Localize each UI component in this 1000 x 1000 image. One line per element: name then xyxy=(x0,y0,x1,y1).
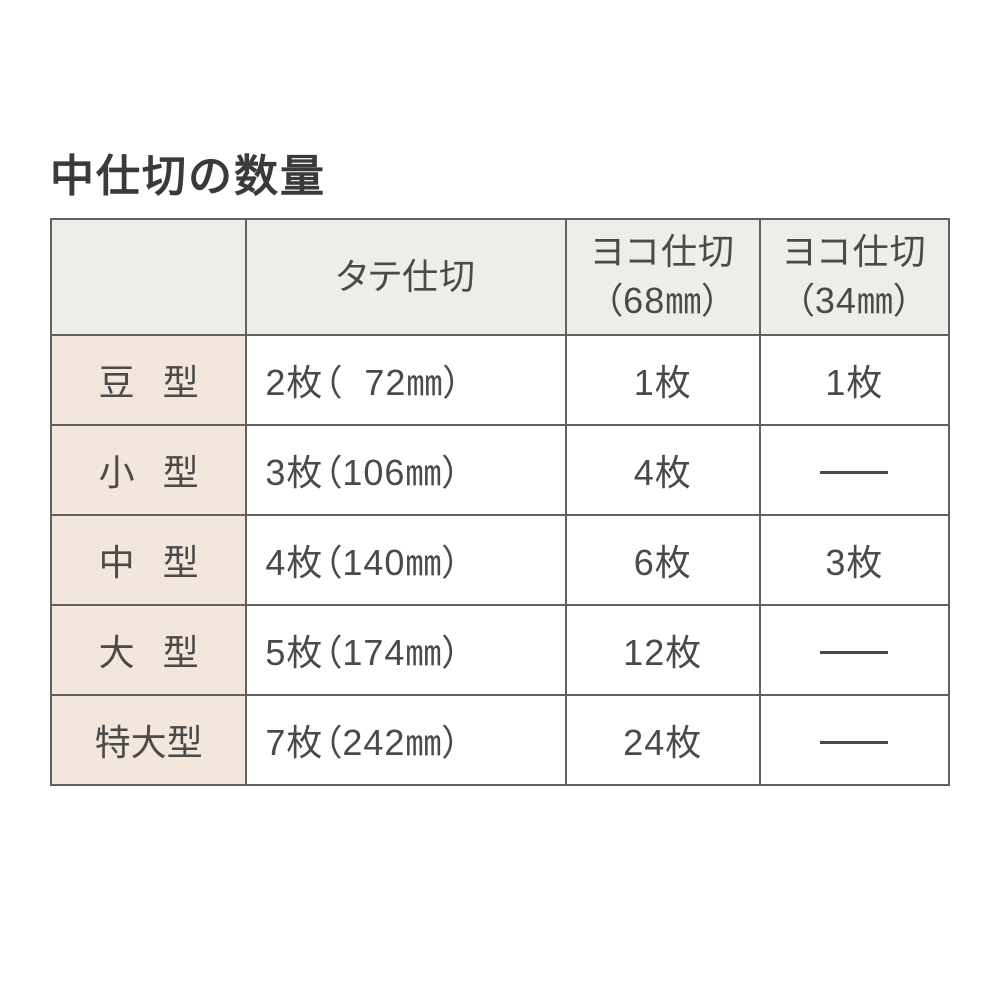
header-yoko68-sub: （68㎜） xyxy=(567,277,759,326)
row-name-text: 豆型 xyxy=(71,362,227,403)
dash-icon xyxy=(820,651,888,654)
cell-tate: 7枚（242㎜） xyxy=(246,695,565,785)
row-name: 大型 xyxy=(51,605,246,695)
header-yoko68: ヨコ仕切 （68㎜） xyxy=(566,219,760,335)
row-name-text: 大型 xyxy=(71,632,227,673)
row-name-text: 中型 xyxy=(71,542,227,583)
page-title: 中仕切の数量 xyxy=(50,140,950,204)
row-name-text: 特大型 xyxy=(95,722,203,763)
header-yoko34-sub: （34㎜） xyxy=(761,277,948,326)
cell-yoko34: 3枚 xyxy=(760,515,949,605)
row-name: 特大型 xyxy=(51,695,246,785)
cell-yoko34 xyxy=(760,425,949,515)
cell-tate: 5枚（174㎜） xyxy=(246,605,565,695)
table-row: 豆型 2枚（ 72㎜） 1枚 1枚 xyxy=(51,335,949,425)
cell-yoko68: 6枚 xyxy=(566,515,760,605)
table-row: 中型 4枚（140㎜） 6枚 3枚 xyxy=(51,515,949,605)
row-name: 小型 xyxy=(51,425,246,515)
row-name: 豆型 xyxy=(51,335,246,425)
cell-yoko34 xyxy=(760,695,949,785)
header-tate-label: タテ仕切 xyxy=(336,256,476,297)
cell-yoko34: 1枚 xyxy=(760,335,949,425)
header-yoko68-label: ヨコ仕切 xyxy=(567,228,759,277)
row-name: 中型 xyxy=(51,515,246,605)
table-body: 豆型 2枚（ 72㎜） 1枚 1枚 小型 3枚（106㎜） 4枚 中型 4枚（1… xyxy=(51,335,949,785)
header-blank xyxy=(51,219,246,335)
dash-icon xyxy=(820,471,888,474)
cell-yoko68: 24枚 xyxy=(566,695,760,785)
table-header-row: タテ仕切 ヨコ仕切 （68㎜） ヨコ仕切 （34㎜） xyxy=(51,219,949,335)
cell-yoko68: 4枚 xyxy=(566,425,760,515)
dash-icon xyxy=(820,741,888,744)
partition-table: タテ仕切 ヨコ仕切 （68㎜） ヨコ仕切 （34㎜） 豆型 2枚（ 72㎜） 1… xyxy=(50,218,950,786)
table-row: 特大型 7枚（242㎜） 24枚 xyxy=(51,695,949,785)
row-name-text: 小型 xyxy=(71,452,227,493)
header-yoko34-label: ヨコ仕切 xyxy=(761,228,948,277)
cell-tate: 3枚（106㎜） xyxy=(246,425,565,515)
cell-yoko68: 12枚 xyxy=(566,605,760,695)
header-yoko34: ヨコ仕切 （34㎜） xyxy=(760,219,949,335)
table-row: 小型 3枚（106㎜） 4枚 xyxy=(51,425,949,515)
header-tate: タテ仕切 xyxy=(246,219,565,335)
cell-yoko34 xyxy=(760,605,949,695)
table-row: 大型 5枚（174㎜） 12枚 xyxy=(51,605,949,695)
cell-tate: 4枚（140㎜） xyxy=(246,515,565,605)
cell-tate: 2枚（ 72㎜） xyxy=(246,335,565,425)
cell-yoko68: 1枚 xyxy=(566,335,760,425)
